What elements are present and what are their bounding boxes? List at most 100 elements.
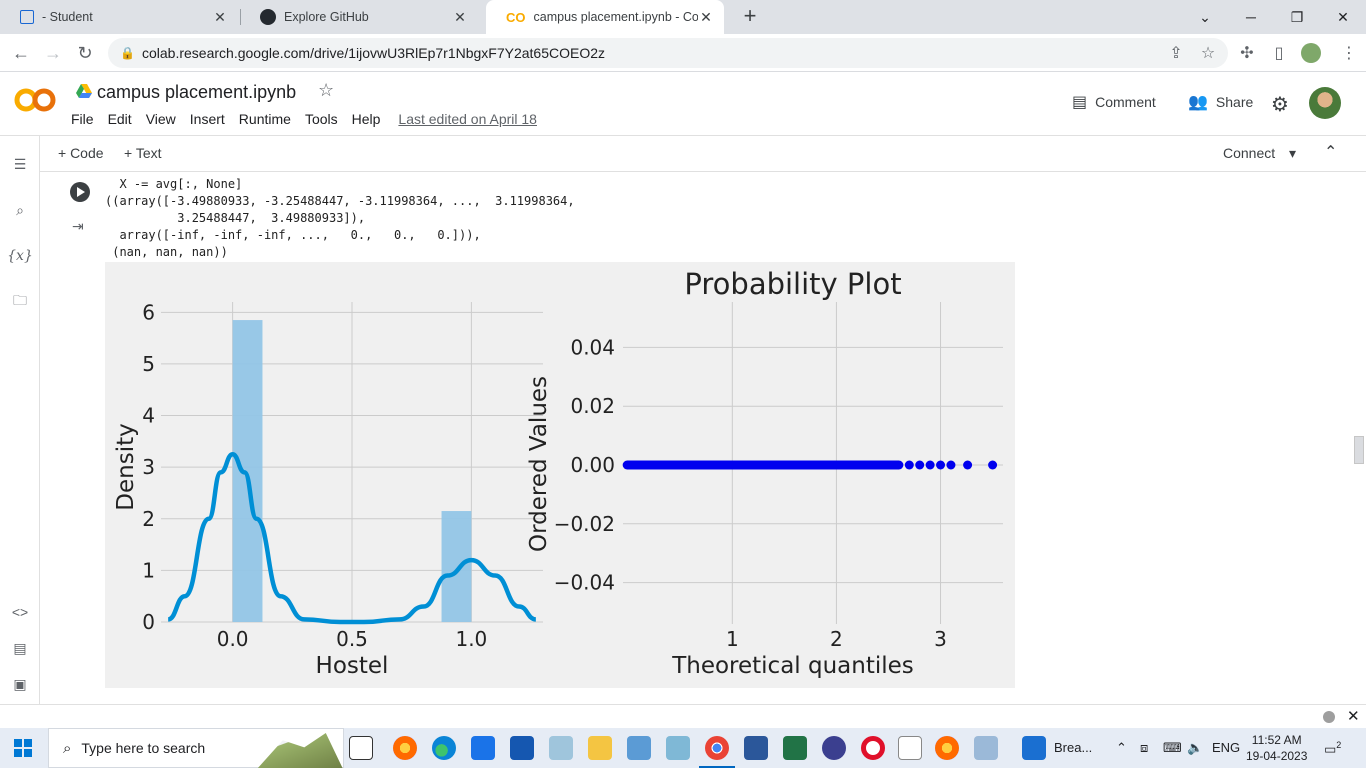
new-tab-button[interactable]: + (743, 3, 757, 28)
firefox-icon[interactable] (393, 736, 417, 760)
mail-icon[interactable] (471, 736, 495, 760)
x-tick-label: 1 (726, 627, 739, 651)
data-point (904, 460, 914, 470)
collapse-header-icon[interactable]: ⌃ (1324, 144, 1338, 161)
close-icon[interactable]: ✕ (1347, 708, 1360, 725)
firefox-icon[interactable] (935, 736, 959, 760)
word-icon[interactable] (744, 736, 768, 760)
star-icon[interactable]: ☆ (318, 80, 335, 100)
reload-icon[interactable]: ↻ (77, 42, 93, 63)
x-tick-label: 1.0 (455, 627, 487, 651)
menu-tools[interactable]: Tools (304, 111, 338, 127)
colab-logo[interactable] (14, 86, 56, 114)
breakout-app-icon[interactable] (1022, 736, 1046, 760)
output-menu-icon[interactable]: ⇥ (72, 218, 84, 234)
avatar[interactable] (1309, 87, 1341, 119)
app-icon[interactable] (666, 736, 690, 760)
run-cell-button[interactable] (70, 182, 90, 202)
notifications-icon[interactable]: ▭2 (1324, 740, 1342, 757)
github-icon (260, 9, 276, 25)
menu-view[interactable]: View (145, 111, 176, 127)
colab-header: campus placement.ipynb ☆ File Edit View … (0, 72, 1366, 136)
edge-icon[interactable] (432, 736, 456, 760)
add-text-button[interactable]: + Text (124, 145, 162, 161)
y-tick-label: 6 (142, 300, 155, 324)
google-drive-icon[interactable] (76, 84, 92, 98)
menu-insert[interactable]: Insert (189, 111, 225, 127)
tab-student[interactable]: - Student ✕ (0, 0, 238, 34)
menu-edit[interactable]: Edit (107, 111, 132, 127)
x-tick-label: 2 (830, 627, 843, 651)
blank-document-icon[interactable] (898, 736, 922, 760)
code-snippets-icon[interactable]: <> (11, 604, 29, 620)
menu-help[interactable]: Help (351, 111, 381, 127)
search-icon[interactable]: ⌕ (16, 201, 24, 218)
volume-icon[interactable]: 🔈 (1187, 740, 1204, 755)
profile-icon[interactable] (1298, 40, 1324, 66)
last-edited-link[interactable]: Last edited on April 18 (398, 111, 537, 127)
app-icon[interactable] (974, 736, 998, 760)
file-explorer-icon[interactable] (588, 736, 612, 760)
clock-date: 19-04-2023 (1246, 749, 1308, 763)
side-panel-icon[interactable]: ▯ (1274, 45, 1284, 62)
share-button[interactable]: 👥 Share (1188, 92, 1253, 112)
add-code-button[interactable]: + Code (58, 145, 104, 161)
colab-icon: CO (506, 9, 526, 25)
menu-runtime[interactable]: Runtime (238, 111, 291, 127)
output-line: 3.25488447, 3.49880933]), (105, 211, 366, 225)
opera-icon[interactable] (861, 736, 885, 760)
back-icon[interactable]: ← (12, 42, 30, 63)
url-text: colab.research.google.com/drive/1ijovwU3… (142, 45, 606, 61)
table-of-contents-icon[interactable]: ☰ (13, 155, 27, 172)
address-bar[interactable]: 🔒 colab.research.google.com/drive/1ijovw… (108, 38, 1228, 68)
notebook-title[interactable]: campus placement.ipynb (97, 82, 297, 102)
output-line: X -= avg[:, None] (105, 177, 243, 191)
command-palette-icon[interactable]: ▤ (13, 639, 27, 656)
network-icon[interactable]: ⌨ (1163, 740, 1182, 755)
extensions-icon[interactable]: ✣ (1240, 45, 1254, 62)
terminal-icon[interactable]: ▣ (13, 675, 27, 692)
store-icon[interactable] (510, 736, 534, 760)
tray-chevron-icon[interactable]: ⌃ (1116, 740, 1127, 755)
task-view-icon[interactable] (349, 736, 373, 760)
excel-icon[interactable] (783, 736, 807, 760)
tab-search-icon[interactable]: ⌄ (1199, 8, 1211, 25)
language-indicator[interactable]: ENG (1212, 740, 1241, 755)
close-icon[interactable]: ✕ (700, 8, 712, 25)
chevron-down-icon: ▾ (1289, 145, 1297, 161)
breakout-label[interactable]: Brea... (1054, 740, 1093, 755)
paint-icon[interactable] (627, 736, 651, 760)
tab-github[interactable]: Explore GitHub ✕ (240, 0, 478, 34)
close-icon[interactable]: ✕ (214, 8, 226, 25)
clock[interactable]: 11:52 AM 19-04-2023 (1246, 732, 1307, 764)
share-page-icon[interactable]: ⇪ (1169, 45, 1183, 62)
windows-start-icon[interactable] (14, 739, 32, 757)
menu-file[interactable]: File (71, 111, 94, 127)
app-icon[interactable] (822, 736, 846, 760)
variables-icon[interactable]: {x} (7, 248, 33, 264)
y-tick-label: 0.04 (570, 335, 615, 359)
histogram-bar (232, 320, 263, 622)
notepad-icon[interactable] (549, 736, 573, 760)
scrollbar-thumb[interactable] (1354, 436, 1364, 464)
minimize-button[interactable]: ─ (1246, 9, 1256, 25)
y-tick-label: 4 (142, 404, 155, 428)
folder-icon[interactable]: 🗀 (13, 292, 27, 308)
connect-button[interactable]: Connect ▾ (1223, 145, 1296, 162)
bookmark-star-icon[interactable]: ☆ (1200, 45, 1216, 62)
comment-button[interactable]: ▤ Comment (1072, 92, 1156, 112)
window-close-button[interactable]: ✕ (1337, 8, 1349, 25)
browser-menu-icon[interactable]: ⋮ (1341, 45, 1357, 62)
restore-button[interactable]: ❐ (1290, 8, 1304, 25)
output-line: ((array([-3.49880933, -3.25488447, -3.11… (105, 194, 575, 208)
tab-colab[interactable]: CO campus placement.ipynb - Colab ✕ (486, 0, 724, 34)
gear-icon[interactable]: ⚙ (1271, 94, 1289, 116)
tray-app-icon[interactable]: ⧈ (1140, 740, 1149, 755)
forward-icon[interactable]: → (44, 42, 62, 63)
data-point (915, 460, 925, 470)
close-icon[interactable]: ✕ (454, 8, 466, 25)
y-tick-label: −0.02 (554, 512, 615, 536)
browser-tabstrip: - Student ✕ Explore GitHub ✕ CO campus p… (0, 0, 1366, 34)
chrome-icon[interactable] (699, 736, 735, 768)
taskbar-search[interactable]: ⌕ Type here to search (48, 728, 344, 768)
